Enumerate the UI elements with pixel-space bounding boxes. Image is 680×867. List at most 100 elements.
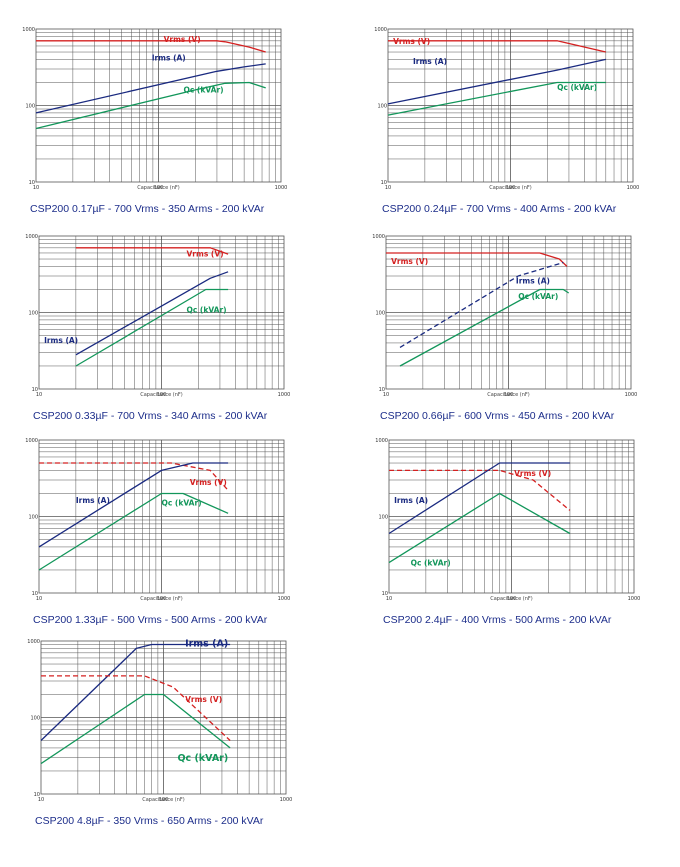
series-line-irms [75, 271, 229, 356]
series-label: Irms (A) [516, 276, 550, 285]
x-axis-label: Capacitance (nF) [140, 596, 183, 602]
series-line-qc [40, 693, 231, 765]
series-line-qc [35, 81, 266, 130]
y-tick-label: 1000 [27, 639, 40, 645]
x-tick-label: 1000 [625, 392, 638, 398]
x-tick-label: 1000 [627, 185, 640, 191]
chart-panel: 1000 100 10 10 100 1000 Capacitance (nF) Vrms (… [372, 232, 640, 437]
y-tick-label: 100 [28, 515, 38, 521]
series-line-qc [38, 492, 229, 571]
y-tick-label: 100 [28, 311, 38, 317]
series-label: Irms (A) [76, 496, 110, 505]
series-label: Vrms (V) [164, 35, 201, 44]
x-axis-label: Capacitance (nF) [489, 185, 532, 191]
y-tick-label: 100 [25, 104, 35, 110]
series-label: Vrms (V) [514, 469, 551, 478]
series-line-irms [40, 643, 231, 741]
series-line-vrms [36, 40, 266, 53]
x-axis-label: Capacitance (nF) [140, 392, 183, 398]
y-tick-label: 1000 [25, 438, 38, 444]
series-line-vrms [388, 40, 606, 53]
x-tick-label: 100 [157, 392, 167, 398]
chart-caption: CSP200 2.4µF - 400 Vrms - 500 Arms - 200… [383, 614, 612, 626]
series-line-irms [388, 462, 570, 535]
x-tick-label: 100 [506, 185, 516, 191]
x-tick-label: 100 [157, 596, 167, 602]
y-tick-label: 1000 [22, 27, 35, 33]
y-tick-label: 100 [377, 104, 387, 110]
x-tick-label: 10 [38, 797, 44, 803]
x-tick-label: 10 [386, 596, 392, 602]
y-tick-label: 100 [30, 716, 40, 722]
series-line-vrms [39, 462, 229, 491]
x-tick-label: 100 [154, 185, 164, 191]
x-tick-label: 1000 [278, 596, 291, 602]
series-line-qc [387, 81, 606, 116]
x-tick-label: 10 [36, 392, 42, 398]
x-tick-label: 10 [33, 185, 39, 191]
series-label: Qc (kVAr) [187, 306, 227, 315]
chart-panel: 1000 100 10 10 100 1000 Capacitance (nF) Vrms (… [374, 25, 642, 230]
y-tick-label: 1000 [374, 27, 387, 33]
series-line-qc [399, 288, 570, 367]
chart-caption: CSP200 0.66µF - 600 Vrms - 450 Arms - 20… [380, 410, 615, 422]
y-tick-label: 10 [29, 180, 35, 186]
x-axis-label: Capacitance (nF) [137, 185, 180, 191]
series-label: Qc (kVAr) [518, 292, 558, 301]
x-tick-label: 1000 [275, 185, 288, 191]
series-label: Vrms (V) [185, 695, 222, 704]
series-label: Qc (kVAr) [411, 558, 451, 567]
chart-caption: CSP200 0.17µF - 700 Vrms - 350 Arms - 20… [30, 203, 265, 215]
series-label: Irms (A) [413, 57, 447, 66]
series-label: Vrms (V) [393, 37, 430, 46]
y-tick-label: 1000 [375, 438, 388, 444]
x-tick-label: 100 [504, 392, 514, 398]
x-tick-label: 1000 [278, 392, 291, 398]
x-tick-label: 10 [383, 392, 389, 398]
chart-panel: 1000 100 10 10 100 1000 Capacitance (nF) Vrms (… [22, 25, 290, 230]
y-tick-label: 10 [32, 387, 38, 393]
x-tick-label: 100 [159, 797, 169, 803]
series-line-vrms [389, 469, 571, 511]
series-label: Vrms (V) [187, 249, 224, 258]
series-label: Irms (A) [394, 496, 428, 505]
series-line-irms [387, 58, 606, 105]
y-tick-label: 100 [375, 311, 385, 317]
y-tick-label: 10 [382, 591, 388, 597]
series-line-vrms [41, 675, 231, 741]
chart-caption: CSP200 0.33µF - 700 Vrms - 340 Arms - 20… [33, 410, 268, 422]
series-label: Irms (A) [152, 53, 186, 62]
series-label: Irms (A) [185, 638, 228, 649]
x-tick-label: 10 [385, 185, 391, 191]
y-tick-label: 10 [34, 792, 40, 798]
chart-panel: 1000 100 10 10 100 1000 Capacitance (nF) Vrms (… [25, 232, 293, 437]
x-tick-label: 1000 [280, 797, 293, 803]
chart-caption: CSP200 4.8µF - 350 Vrms - 650 Arms - 200… [35, 815, 264, 827]
chart-panel: 1000 100 10 10 100 1000 Capacitance (nF) Vrms (… [25, 436, 293, 641]
series-line-irms [399, 261, 564, 348]
y-tick-label: 10 [379, 387, 385, 393]
chart-caption: CSP200 1.33µF - 500 Vrms - 500 Arms - 20… [33, 614, 268, 626]
x-tick-label: 100 [507, 596, 517, 602]
series-label: Qc (kVAr) [177, 753, 228, 764]
series-line-vrms [75, 247, 229, 255]
y-tick-label: 100 [378, 515, 388, 521]
series-line-qc [75, 288, 229, 367]
chart-panel: 1000 100 10 10 100 1000 Capacitance (nF) Vrms (… [375, 436, 643, 641]
x-axis-label: Capacitance (nF) [487, 392, 530, 398]
x-tick-label: 1000 [628, 596, 641, 602]
chart-caption: CSP200 0.24µF - 700 Vrms - 400 Arms - 20… [382, 203, 617, 215]
x-axis-label: Capacitance (nF) [142, 797, 185, 803]
series-line-qc [388, 492, 571, 564]
series-label: Vrms (V) [391, 257, 428, 266]
chart-panel: 1000 100 10 10 100 1000 Capacitance (nF) Irms (… [27, 637, 295, 842]
y-tick-label: 1000 [372, 234, 385, 240]
series-label: Qc (kVAr) [557, 83, 597, 92]
series-label: Irms (A) [44, 336, 78, 345]
series-line-irms [35, 63, 266, 114]
